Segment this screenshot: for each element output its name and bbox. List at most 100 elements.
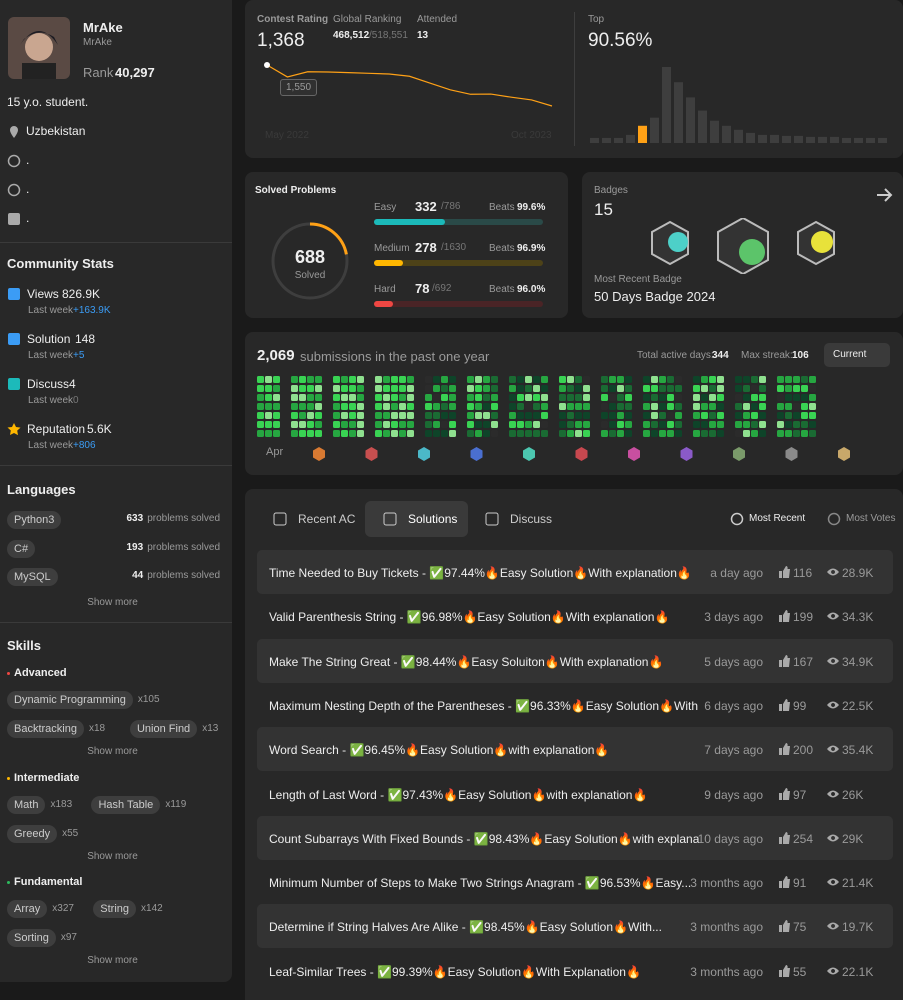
beats-value: 96.9% <box>517 243 546 254</box>
heat-cell <box>759 385 766 392</box>
view-icon <box>827 922 839 930</box>
heat-cell <box>625 412 632 419</box>
heat-cell <box>759 394 766 401</box>
heat-cell <box>357 412 364 419</box>
streak-label: Max streak: <box>741 350 793 361</box>
solution-time: 3 days ago <box>704 610 763 625</box>
heat-cell <box>491 412 498 419</box>
month-badge <box>733 447 745 461</box>
heat-cell <box>433 421 440 428</box>
stat-icon <box>7 423 21 436</box>
show-more[interactable]: Show more <box>87 850 138 862</box>
select-label[interactable]: Current <box>833 349 867 360</box>
heat-cell <box>735 421 742 428</box>
heat-cell <box>667 385 674 392</box>
heat-cell <box>743 421 750 428</box>
heat-cell <box>333 430 340 437</box>
week-label: Last week <box>28 395 74 406</box>
like-icon-shape <box>779 743 790 756</box>
heat-cell <box>717 421 724 428</box>
month-badge <box>680 447 693 461</box>
solution-row[interactable]: Word Search - ✅96.45%🔥Easy Solution🔥with… <box>257 727 893 772</box>
heat-cell <box>341 385 348 392</box>
heat-cell <box>717 394 724 401</box>
heat-cell <box>449 403 456 410</box>
bio: 15 y.o. student. <box>7 95 89 109</box>
heat-cell <box>759 403 766 410</box>
show-more[interactable]: Show more <box>87 955 138 966</box>
tab[interactable]: Recent AC <box>298 512 356 526</box>
solution-row[interactable]: Leaf-Similar Trees - ✅99.39%🔥Easy Soluti… <box>257 949 893 993</box>
heat-cell <box>659 403 666 410</box>
solution-row[interactable]: Maximum Nesting Depth of the Parentheses… <box>257 683 893 727</box>
show-more[interactable]: Show more <box>87 746 138 757</box>
level-solved: 332 <box>415 199 437 214</box>
heat-cell <box>273 385 280 392</box>
heat-cell <box>785 385 792 392</box>
heat-cell <box>375 430 382 437</box>
heat-cell <box>383 421 390 428</box>
month-badge <box>313 447 325 461</box>
stat-icon-shape <box>8 288 20 300</box>
heat-cell <box>265 421 272 428</box>
heat-cell <box>809 403 816 410</box>
heat-cell <box>257 430 264 437</box>
heat-cell <box>533 403 540 410</box>
week-label: Last week <box>28 440 74 451</box>
heat-cell <box>609 430 616 437</box>
distribution-bar <box>770 134 779 143</box>
solution-row[interactable]: Minimum Number of Steps to Make Two Stri… <box>257 860 893 904</box>
solution-row[interactable]: Length of Last Word - ✅97.43%🔥Easy Solut… <box>257 772 893 816</box>
heat-cell <box>315 421 322 428</box>
sort-option[interactable]: Most Recent <box>749 513 806 524</box>
solution-row[interactable]: Count Subarrays With Fixed Bounds - ✅98.… <box>257 815 893 860</box>
heat-cell <box>717 403 724 410</box>
heat-cell <box>491 394 498 401</box>
select-box[interactable] <box>824 343 890 367</box>
solution-row[interactable]: Determine if String Halves Are Alike - ✅… <box>257 904 893 949</box>
rating-line <box>266 64 553 107</box>
heat-cell <box>383 403 390 410</box>
like-icon-shape <box>779 566 790 578</box>
solution-row[interactable]: Valid Parenthesis String - ✅96.98%🔥Easy … <box>257 594 893 638</box>
heat-cell <box>391 376 398 383</box>
top-value: 90.56% <box>588 30 653 51</box>
heat-cell <box>299 394 306 401</box>
github: . <box>26 153 30 167</box>
heat-cell <box>291 412 298 419</box>
solution-row[interactable]: Time Needed to Buy Tickets - ✅97.44%🔥Eas… <box>257 550 893 594</box>
heat-cell <box>659 376 666 383</box>
heat-cell <box>349 376 356 383</box>
heat-cell <box>299 376 306 383</box>
heat-cell <box>785 403 792 410</box>
heat-cell <box>391 412 398 419</box>
tab[interactable]: Solutions <box>408 512 458 526</box>
solutions-card: Recent AC Solutions Discuss Most Recent Most… <box>245 489 903 1000</box>
show-more[interactable]: Show more <box>87 597 138 608</box>
heat-cell <box>541 394 548 401</box>
sort-option[interactable]: Most Votes <box>846 513 896 524</box>
arrow-icon[interactable] <box>875 186 893 204</box>
heat-cell <box>349 412 356 419</box>
badge-icons <box>651 218 835 274</box>
heat-cell <box>273 430 280 437</box>
stat-value: 4 <box>69 377 76 391</box>
heat-cell <box>583 403 590 410</box>
heat-cell <box>533 421 540 428</box>
skill-count: x119 <box>165 798 187 810</box>
like-icon-shape <box>779 787 790 800</box>
heat-cell <box>809 412 816 419</box>
like-icon-shape <box>779 610 790 623</box>
solution-row[interactable]: Make The String Great - ✅98.44%🔥Easy Sol… <box>257 638 893 683</box>
heat-cell <box>333 412 340 419</box>
progress-track <box>374 219 543 225</box>
stat-value: 148 <box>75 332 96 346</box>
solution-time: 10 days ago <box>697 831 763 846</box>
month-badge <box>418 447 430 461</box>
heat-cell <box>357 421 364 428</box>
badges-card[interactable]: Badges 15 Most Recent Badge 50 Days Badge 2… <box>582 172 903 318</box>
heat-cell <box>651 430 658 437</box>
heat-cell <box>743 385 750 392</box>
tab[interactable]: Discuss <box>510 512 553 526</box>
solution-views: 21.4K <box>842 876 874 891</box>
